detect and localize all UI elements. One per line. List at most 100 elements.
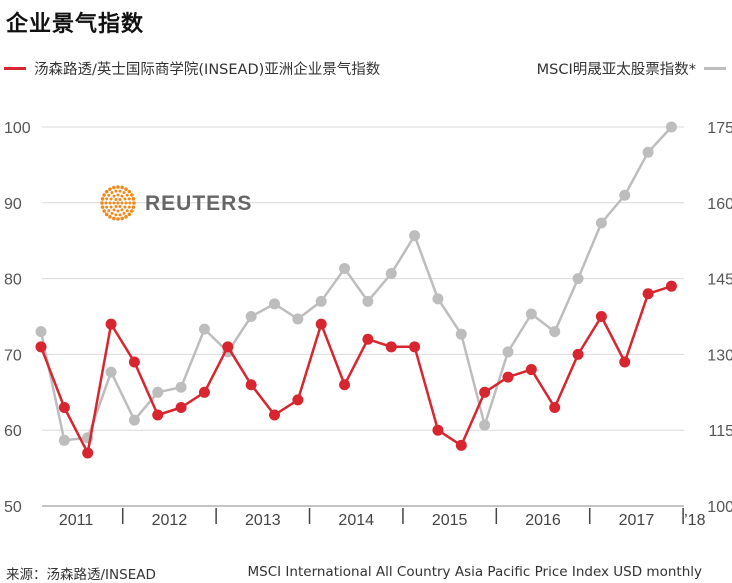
y-right-tick-label: 160 xyxy=(707,196,732,213)
red-data-point xyxy=(595,311,607,322)
logo-dot xyxy=(109,197,113,201)
logo-dot xyxy=(104,212,109,217)
gray-data-point xyxy=(525,308,537,320)
logo-dot xyxy=(125,209,129,213)
logo-dot xyxy=(118,189,122,193)
y-left-tick-label: 100 xyxy=(4,120,31,137)
gray-data-point xyxy=(269,298,280,310)
source-note: 来源：汤森路透/INSEAD xyxy=(6,567,156,583)
y-left-tick-label: 80 xyxy=(4,272,22,289)
x-tick-label: 2015 xyxy=(432,512,468,529)
y-right-tick-label: 175 xyxy=(707,120,732,137)
red-data-point xyxy=(385,341,397,353)
logo-dot xyxy=(112,216,116,221)
gray-data-point xyxy=(642,146,654,158)
x-tick-label: 2012 xyxy=(152,512,188,529)
logo-dot xyxy=(112,194,116,198)
gray-data-point xyxy=(245,311,257,322)
red-data-point xyxy=(152,409,164,421)
red-series-line xyxy=(39,285,672,455)
logo-dot xyxy=(131,205,136,209)
gray-data-point xyxy=(315,295,327,307)
logo-dot xyxy=(100,201,104,205)
logo-dot xyxy=(120,201,124,205)
y-left-tick-label: 90 xyxy=(4,196,22,213)
y-right-tick-label: 115 xyxy=(708,423,732,440)
gray-data-point xyxy=(35,326,47,338)
logo-dot xyxy=(131,197,136,201)
legend-left: 汤森路透/英士国际商学院(INSEAD)亚洲企业景气指数 xyxy=(4,58,380,79)
logo-dot xyxy=(127,205,131,209)
logo-dot xyxy=(109,205,113,209)
red-data-point xyxy=(432,424,444,436)
logo-dot xyxy=(116,185,120,189)
logo-dot xyxy=(122,211,126,215)
logo-dot xyxy=(110,191,114,195)
red-data-point xyxy=(409,341,421,353)
x-tick-label: 2017 xyxy=(619,512,655,529)
red-data-point xyxy=(35,341,47,353)
logo-dot xyxy=(114,213,118,217)
logo-dot xyxy=(118,204,122,208)
gray-data-point xyxy=(502,346,514,358)
red-data-point xyxy=(105,318,117,330)
gray-data-point xyxy=(572,273,584,285)
logo-dot xyxy=(127,212,132,217)
logo-dot xyxy=(116,193,120,197)
gray-data-point xyxy=(432,293,444,305)
logo-dot xyxy=(114,204,118,208)
y-right-tick-label: 145 xyxy=(707,272,732,289)
reuters-logo-icon xyxy=(100,185,136,221)
legend-right-label: MSCI明晟亚太股票指数* xyxy=(536,62,696,78)
gray-data-point xyxy=(409,230,421,242)
gray-data-point xyxy=(549,326,561,338)
logo-dot xyxy=(120,216,124,221)
y-axis-left: 50 60 70 80 90 100 xyxy=(4,120,31,516)
logo-dot xyxy=(100,197,105,201)
gray-data-point xyxy=(175,381,187,393)
gray-series-line xyxy=(39,126,673,442)
red-data-point xyxy=(198,386,210,398)
x-tick-label: 2016 xyxy=(525,512,561,529)
red-data-point xyxy=(292,394,304,406)
logo-dot xyxy=(120,208,124,212)
gray-data-point xyxy=(339,262,351,274)
series-layer xyxy=(35,121,677,459)
y-left-tick-label: 60 xyxy=(4,423,22,440)
x-tick-label: 2011 xyxy=(59,512,94,529)
logo-dot xyxy=(108,201,112,205)
legend-red-swatch xyxy=(4,67,26,70)
red-data-point xyxy=(82,447,94,459)
x-tick-label: ’18 xyxy=(684,512,705,529)
legend-right: MSCI明晟亚太股票指数* xyxy=(537,58,726,79)
logo-dot xyxy=(124,201,128,205)
reuters-wordmark: REUTERS xyxy=(145,192,252,215)
logo-dot xyxy=(130,193,134,197)
y-axis-right: 100 115 130 145 160 175 xyxy=(707,120,732,516)
gray-data-point xyxy=(385,268,397,280)
x-tick-label: 2014 xyxy=(338,512,374,529)
reuters-watermark: REUTERS xyxy=(100,185,252,221)
logo-dot xyxy=(123,197,127,201)
logo-dot xyxy=(108,187,112,191)
red-data-point xyxy=(58,401,70,413)
line-chart: REUTERS 50 60 70 80 90 100 100 115 130 145 160 175… xyxy=(4,120,732,529)
red-data-point xyxy=(479,386,491,398)
gray-data-point xyxy=(58,434,70,446)
red-data-point xyxy=(525,364,537,376)
gray-data-point xyxy=(455,328,467,340)
logo-dot xyxy=(116,209,120,213)
gray-data-point xyxy=(595,217,607,229)
logo-dot xyxy=(104,189,109,194)
logo-dot xyxy=(125,193,129,197)
logo-dot xyxy=(107,209,111,213)
red-data-point xyxy=(269,409,280,421)
logo-dot xyxy=(108,215,112,219)
gray-data-point xyxy=(105,366,117,378)
logo-dot xyxy=(127,189,132,194)
gray-data-point xyxy=(479,419,491,431)
logo-dot xyxy=(118,198,122,202)
logo-dot xyxy=(124,187,128,191)
red-data-point xyxy=(619,356,631,368)
red-data-point xyxy=(245,379,257,391)
